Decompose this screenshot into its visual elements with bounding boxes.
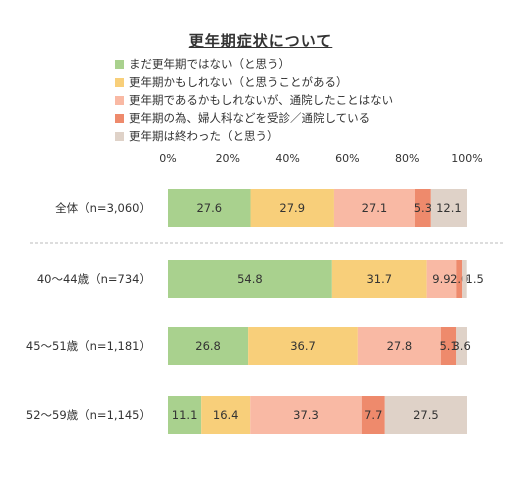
data-label: 26.8 (195, 339, 221, 353)
data-label: 27.9 (279, 201, 305, 215)
bar-segment (168, 260, 332, 298)
bar-segment (361, 396, 385, 434)
bar-segment (168, 189, 251, 227)
data-label: 9.9 (432, 272, 450, 286)
bar-segment (426, 260, 457, 298)
bar-segment (201, 396, 251, 434)
bar-segment (384, 396, 467, 434)
data-label: 7.7 (364, 408, 382, 422)
legend-label: まだ更年期ではない（と思う） (129, 57, 290, 71)
legend: まだ更年期ではない（と思う） 更年期かもしれない（と思うことがある） 更年期であ… (115, 55, 393, 145)
category-label: 40～44歳（n=734） (37, 272, 151, 286)
x-tick-label: 40% (275, 152, 299, 165)
x-tick-label: 20% (216, 152, 240, 165)
bar-segment (414, 189, 431, 227)
legend-label: 更年期の為、婦人科などを受診／通院している (129, 111, 371, 125)
data-label: 12.1 (436, 201, 462, 215)
legend-swatch (115, 131, 124, 141)
chart-title: 更年期症状について (188, 32, 333, 50)
legend-label: 更年期であるかもしれないが、通院したことはない (129, 93, 394, 107)
bar-segment (248, 327, 358, 365)
bar-segment (456, 260, 463, 298)
bar-segment (462, 260, 467, 298)
bar-segment (250, 396, 362, 434)
data-label: 54.8 (237, 272, 263, 286)
bar-segment (333, 189, 415, 227)
data-label: 36.7 (290, 339, 316, 353)
bar-segment (331, 260, 427, 298)
category-label: 全体（n=3,060） (55, 201, 151, 215)
bar-segment (456, 327, 467, 365)
bar-segment (357, 327, 441, 365)
x-tick-label: 60% (335, 152, 359, 165)
legend-swatch (115, 77, 124, 87)
bar-segment (168, 327, 249, 365)
x-tick-label: 80% (395, 152, 419, 165)
data-label: 27.8 (387, 339, 413, 353)
bar-segment (250, 189, 334, 227)
data-label: 27.1 (362, 201, 388, 215)
x-tick-label: 0% (159, 152, 176, 165)
data-label: 16.4 (213, 408, 239, 422)
data-label: 11.1 (172, 408, 198, 422)
data-label: 5.1 (439, 339, 457, 353)
legend-item: まだ更年期ではない（と思う） (115, 55, 393, 73)
legend-item: 更年期の為、婦人科などを受診／通院している (115, 109, 393, 127)
data-label: 1.5 (466, 272, 484, 286)
category-label: 45～51歳（n=1,181） (26, 339, 151, 353)
x-tick-label: 100% (451, 152, 482, 165)
category-label: 52～59歳（n=1,145） (26, 408, 151, 422)
legend-item: 更年期かもしれない（と思うことがある） (115, 73, 393, 91)
bar-segment (440, 327, 457, 365)
legend-item: 更年期であるかもしれないが、通院したことはない (115, 91, 393, 109)
data-label: 27.6 (196, 201, 222, 215)
data-label: 31.7 (366, 272, 392, 286)
data-label: 27.5 (413, 408, 439, 422)
legend-label: 更年期かもしれない（と思うことがある） (129, 75, 348, 89)
data-label: 37.3 (293, 408, 319, 422)
legend-swatch (115, 59, 124, 69)
legend-swatch (115, 95, 124, 105)
bar-segment (168, 396, 202, 434)
legend-label: 更年期は終わった（と思う） (129, 129, 279, 143)
legend-item: 更年期は終わった（と思う） (115, 127, 393, 145)
data-label: 3.6 (452, 339, 470, 353)
legend-swatch (115, 113, 124, 123)
data-label: 5.3 (414, 201, 432, 215)
bar-segment (430, 189, 467, 227)
